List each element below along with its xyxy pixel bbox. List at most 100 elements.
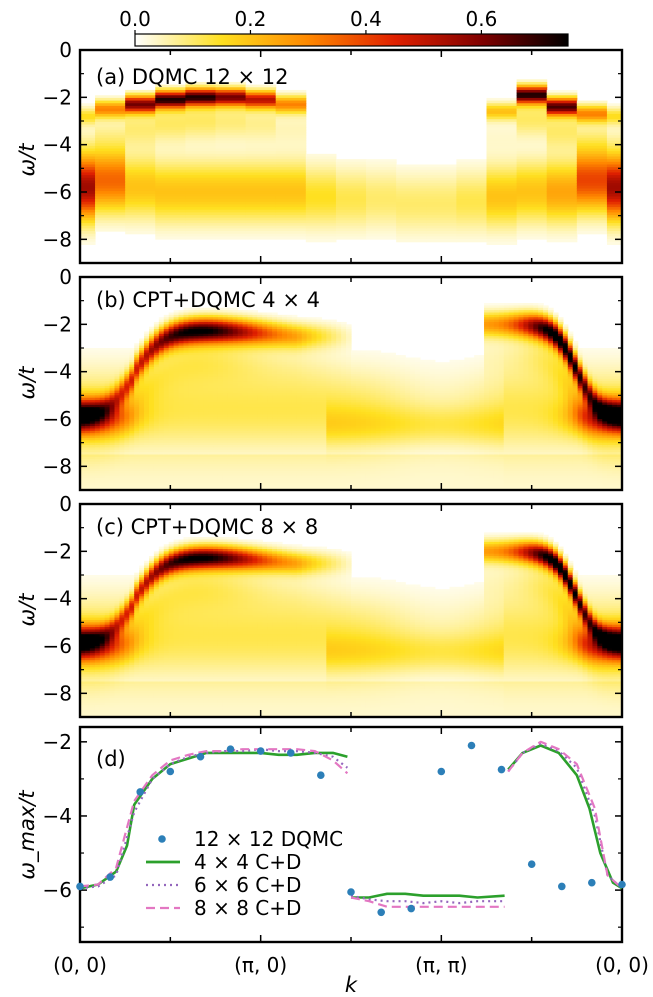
heatmap-cell: [237, 366, 244, 370]
heatmap-cell: [217, 343, 224, 347]
heatmap-cell: [272, 374, 278, 377]
heatmap-cell: [331, 423, 337, 427]
heatmap-cell: [80, 175, 96, 179]
heatmap-cell: [158, 480, 165, 484]
heatmap-cell: [335, 164, 367, 168]
heatmap-cell: [80, 435, 86, 439]
heatmap-cell: [208, 482, 214, 486]
heatmap-cell: [326, 348, 332, 351]
heatmap-cell: [208, 459, 214, 463]
heatmap-cell: [331, 449, 337, 453]
heatmap-cell: [335, 199, 367, 203]
heatmap-cell: [331, 345, 337, 349]
heatmap-cell: [275, 105, 307, 110]
heatmap-cell: [129, 350, 135, 354]
heatmap-cell: [316, 459, 323, 463]
heatmap-cell: [257, 355, 263, 359]
heatmap-cell: [178, 312, 185, 316]
colorbar: 0.0 0.2 0.4 0.6: [119, 7, 569, 47]
heatmap-cell: [153, 454, 160, 458]
heatmap-cell: [252, 449, 258, 453]
heatmap-cell: [242, 433, 249, 437]
heatmap-cell: [546, 143, 578, 147]
heatmap-cell: [296, 437, 303, 441]
heatmap-cell: [163, 383, 170, 387]
heatmap-cell: [153, 419, 160, 422]
heatmap-cell: [153, 333, 160, 337]
heatmap-cell: [168, 385, 175, 389]
heatmap-cell: [129, 395, 135, 399]
heatmap-cell: [168, 400, 175, 404]
heatmap-cell: [237, 317, 244, 321]
heatmap-cell: [296, 440, 303, 444]
heatmap-cell: [252, 324, 258, 328]
heatmap-cell: [301, 362, 308, 366]
heatmap-cell: [203, 433, 209, 437]
heatmap-cell: [173, 319, 180, 323]
heatmap-cell: [247, 414, 254, 418]
heatmap-cell: [232, 461, 239, 465]
heatmap-cell: [217, 428, 224, 432]
heatmap-cell: [125, 127, 156, 131]
heatmap-cell: [267, 423, 273, 427]
heatmap-cell: [227, 456, 234, 460]
heatmap-cell: [185, 193, 216, 198]
heatmap-cell: [355, 480, 362, 484]
heatmap-cell: [168, 374, 175, 377]
heatmap-cell: [346, 340, 352, 344]
heatmap-cell: [326, 409, 332, 413]
heatmap-cell: [262, 463, 268, 467]
heatmap-cell: [252, 454, 258, 458]
heatmap-cell: [114, 468, 121, 472]
heatmap-cell: [546, 121, 578, 126]
heatmap-cell: [213, 312, 219, 316]
heatmap-cell: [119, 485, 125, 489]
heatmap-cell: [222, 480, 229, 484]
heatmap-cell: [178, 421, 185, 425]
heatmap-cell: [306, 329, 313, 333]
heatmap-cell: [272, 471, 278, 475]
heatmap-cell: [326, 331, 332, 335]
heatmap-cell: [257, 331, 263, 335]
heatmap-cell: [178, 355, 185, 359]
heatmap-cell: [217, 407, 224, 411]
heatmap-cell: [124, 468, 130, 472]
heatmap-cell: [95, 127, 126, 131]
heatmap-cell: [326, 333, 332, 337]
heatmap-cell: [193, 362, 199, 366]
heatmap-cell: [277, 478, 283, 482]
heatmap-cell: [351, 426, 357, 430]
heatmap-cell: [355, 437, 362, 441]
heatmap-cell: [139, 433, 145, 437]
heatmap-cell: [245, 207, 277, 211]
heatmap-cell: [262, 440, 268, 444]
heatmap-cell: [247, 343, 254, 347]
heatmap-cell: [198, 452, 204, 456]
heatmap-cell: [262, 355, 268, 359]
heatmap-cell: [355, 411, 362, 415]
heatmap-cell: [232, 352, 239, 356]
heatmap-cell: [198, 430, 204, 434]
heatmap-cell: [301, 376, 308, 380]
heatmap-cell: [282, 442, 288, 446]
heatmap-cell: [198, 426, 204, 430]
heatmap-cell: [213, 390, 219, 394]
heatmap-cell: [185, 177, 216, 182]
heatmap-cell: [296, 423, 303, 427]
heatmap-cell: [148, 447, 155, 451]
heatmap-cell: [247, 378, 254, 382]
heatmap-cell: [247, 447, 254, 451]
heatmap-cell: [252, 440, 258, 444]
heatmap-cell: [114, 359, 121, 363]
heatmap-cell: [95, 132, 126, 136]
heatmap-cell: [203, 355, 209, 359]
heatmap-cell: [95, 188, 126, 192]
heatmap-cell: [114, 378, 121, 382]
heatmap-cell: [158, 400, 165, 404]
heatmap-cell: [155, 148, 186, 152]
heatmap-cell: [272, 454, 278, 458]
heatmap-cell: [80, 209, 96, 214]
heatmap-cell: [213, 333, 219, 337]
heatmap-cell: [326, 414, 332, 418]
heatmap-cell: [336, 336, 342, 340]
